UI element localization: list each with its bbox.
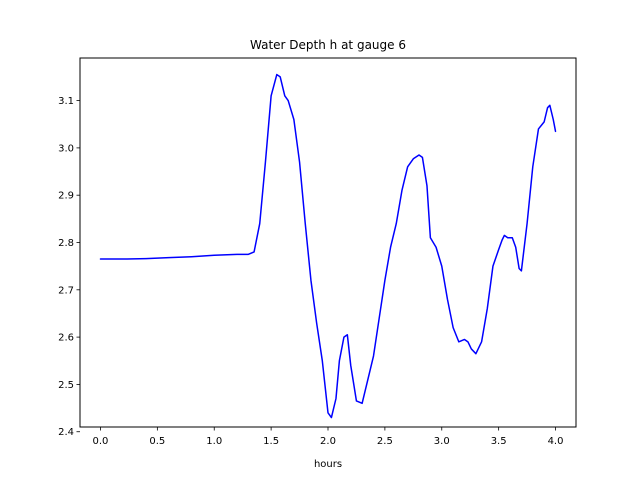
x-tick-label: 1.0: [206, 436, 222, 447]
x-tick-label: 0.5: [149, 436, 165, 447]
y-tick-label: 2.4: [58, 427, 74, 438]
x-axis-title: hours: [314, 459, 342, 470]
y-tick-label: 2.5: [58, 380, 74, 391]
x-tick-label: 1.5: [263, 436, 279, 447]
x-axis: 0.0 0.5 1.0 1.5 2.0 2.5 3.0 3.5 4.0: [93, 427, 564, 447]
series-line-0: [99, 73, 557, 419]
series-layer: [99, 73, 557, 419]
y-tick-label: 2.9: [58, 191, 74, 202]
x-tick-label: 3.0: [434, 436, 450, 447]
x-tick-label: 4.0: [548, 436, 564, 447]
y-tick-label: 3.0: [58, 143, 74, 154]
x-tick-label: 3.5: [491, 436, 507, 447]
y-axis: 2.4 2.5 2.6 2.7 2.8 2.9 3.0 3.1: [58, 96, 80, 438]
chart-title: Water Depth h at gauge 6: [250, 38, 406, 52]
x-tick-label: 2.5: [377, 436, 393, 447]
y-tick-label: 2.8: [58, 238, 74, 249]
y-tick-label: 3.1: [58, 96, 74, 107]
x-tick-label: 0.0: [93, 436, 109, 447]
x-tick-label: 2.0: [320, 436, 336, 447]
y-tick-label: 2.7: [58, 285, 74, 296]
y-tick-label: 2.6: [58, 333, 74, 344]
